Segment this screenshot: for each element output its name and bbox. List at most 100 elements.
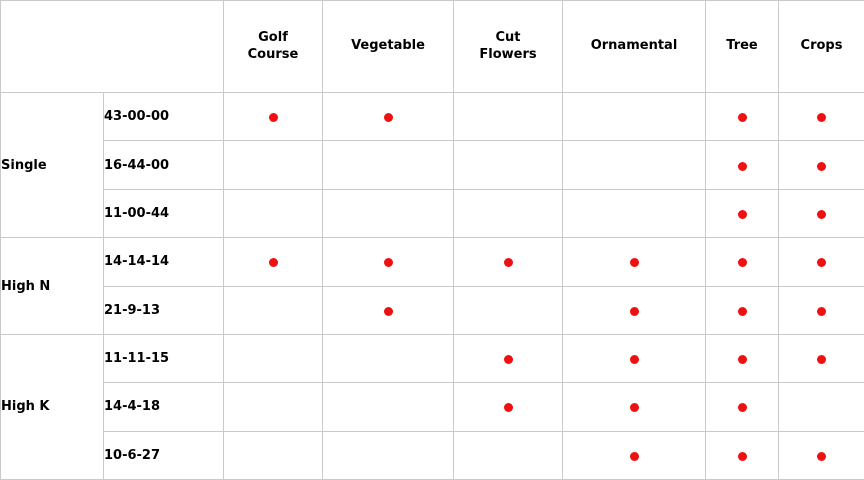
dot-indicator [268,258,278,268]
row-label-11-00-44: 11-00-44 [103,188,224,239]
dot-indicator [503,403,513,413]
mark-cell [322,430,454,480]
mark-cell [562,237,706,287]
table-row: 16-44-00 [1,140,864,190]
mark-cell [562,382,706,432]
row-label-10-6-27: 10-6-27 [103,430,224,480]
group-label-single: Single [0,91,104,239]
mark-cell [705,140,779,190]
dot-indicator [629,306,639,316]
mark-cell [453,91,563,142]
mark-cell [705,333,779,384]
dot-indicator [629,403,639,413]
dot-indicator [503,355,513,365]
mark-cell [705,382,779,432]
table-row: 10-6-27 [1,430,864,480]
dot-indicator [737,113,747,123]
mark-cell [778,140,864,190]
dot-indicator [268,113,278,123]
dot-indicator [737,161,747,171]
mark-cell [453,237,563,287]
column-header-golf-course: Golf Course [223,0,323,93]
mark-cell [778,430,864,480]
dot-indicator [737,306,747,316]
mark-cell [223,140,323,190]
row-label-14-4-18: 14-4-18 [103,382,224,432]
mark-cell [322,91,454,142]
mark-cell [223,285,323,335]
group-label-high-k: High K [0,333,104,480]
mark-cell [778,333,864,384]
table-row: 21-9-13 [1,285,864,335]
dot-indicator [737,258,747,268]
dot-indicator [817,113,826,123]
mark-cell [778,188,864,239]
mark-cell [453,382,563,432]
mark-cell [705,430,779,480]
mark-cell [322,333,454,384]
mark-cell [453,430,563,480]
dot-indicator [629,258,639,268]
mark-cell [778,237,864,287]
dot-indicator [737,451,747,461]
mark-cell [322,382,454,432]
mark-cell [562,430,706,480]
table-row: 14-4-18 [1,382,864,432]
table-row: High K 11-11-15 [0,333,864,480]
dot-indicator [817,451,826,461]
table-row: 11-00-44 [1,188,864,239]
mark-cell [778,382,864,432]
mark-cell [562,333,706,384]
row-label-14-14-14: 14-14-14 [103,237,224,287]
mark-cell [322,140,454,190]
dot-indicator [817,161,826,171]
mark-cell [705,188,779,239]
column-header-crops: Crops [778,0,864,93]
mark-cell [778,91,864,142]
dot-indicator [817,355,826,365]
table-row: High N 14-14-14 [0,237,864,335]
mark-cell [778,285,864,335]
mark-cell [705,285,779,335]
mark-cell [223,237,323,287]
column-header-vegetable: Vegetable [322,0,454,93]
mark-cell [705,91,779,142]
row-label-11-11-15: 11-11-15 [103,333,224,384]
mark-cell [705,237,779,287]
corner-cell [0,0,224,93]
header-row: Golf Course Vegetable Cut Flowers Orname… [0,0,864,93]
mark-cell [562,188,706,239]
row-label-16-44-00: 16-44-00 [103,140,224,190]
dot-indicator [383,306,393,316]
mark-cell [453,140,563,190]
dot-indicator [383,258,393,268]
group-label-high-n: High N [0,237,104,335]
dot-indicator [817,209,826,219]
mark-cell [453,333,563,384]
dot-indicator [737,355,747,365]
column-header-tree: Tree [705,0,779,93]
mark-cell [322,237,454,287]
mark-cell [322,285,454,335]
mark-cell [223,430,323,480]
row-label-43-00-00: 43-00-00 [103,91,224,142]
dot-indicator [503,258,513,268]
mark-cell [562,285,706,335]
column-header-ornamental: Ornamental [562,0,706,93]
mark-cell [562,140,706,190]
table-row: Single 43-00-00 [0,91,864,239]
row-label-21-9-13: 21-9-13 [103,285,224,335]
column-header-cut-flowers: Cut Flowers [453,0,563,93]
dot-indicator [737,403,747,413]
dot-indicator [817,306,826,316]
mark-cell [223,188,323,239]
dot-indicator [737,209,747,219]
mark-cell [223,333,323,384]
dot-indicator [629,355,639,365]
mark-cell [223,91,323,142]
mark-cell [562,91,706,142]
mark-cell [223,382,323,432]
dot-indicator [817,258,826,268]
dot-indicator [383,113,393,123]
